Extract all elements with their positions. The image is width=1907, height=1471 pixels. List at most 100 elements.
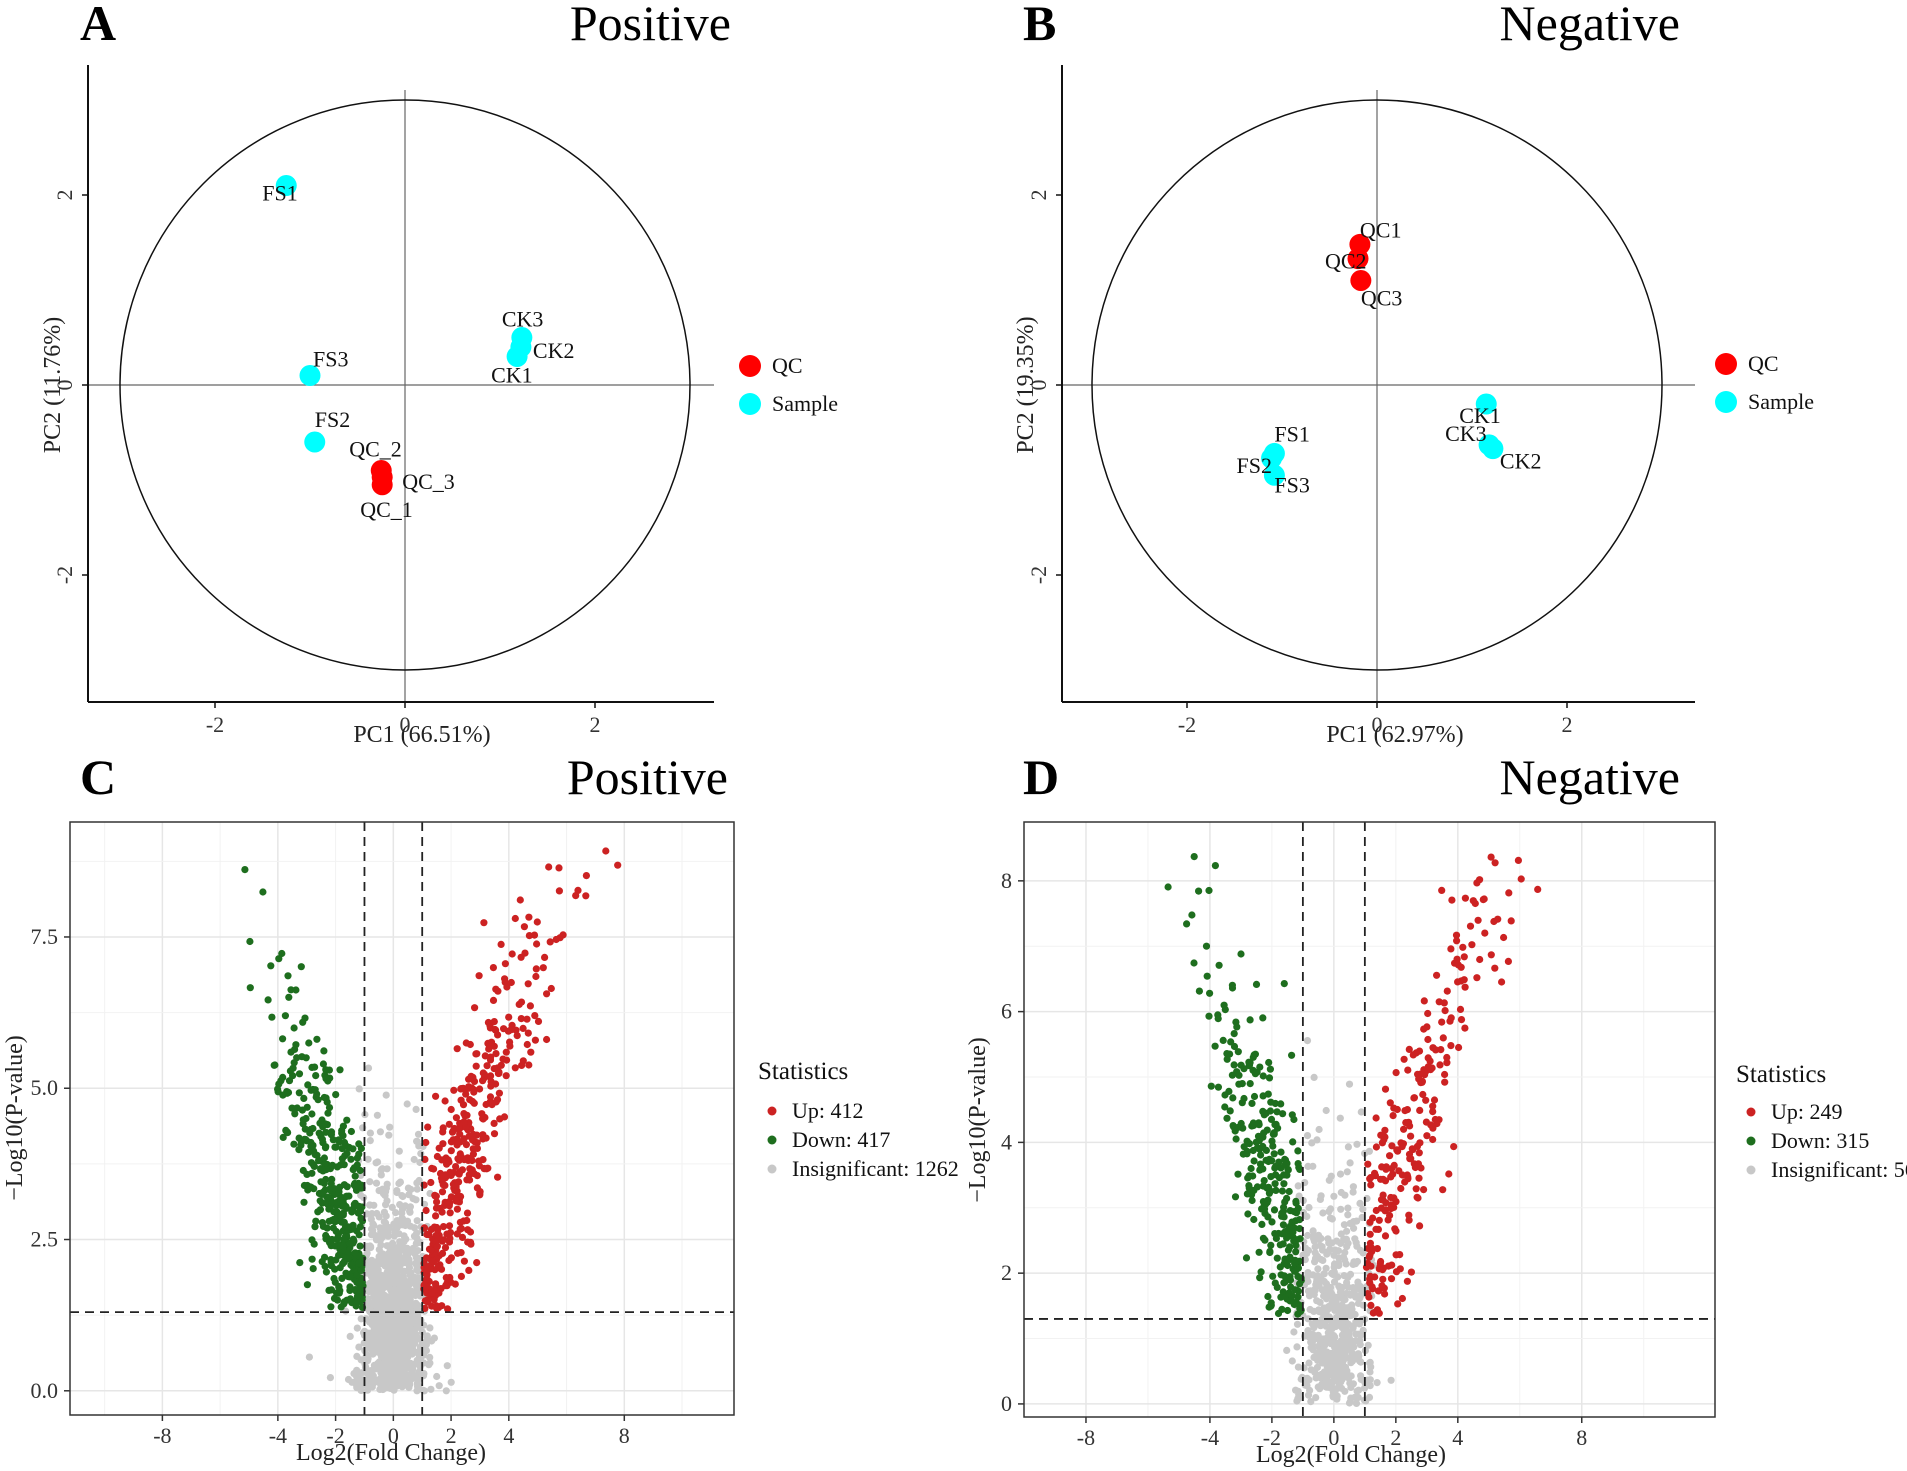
- point-up: [1476, 955, 1484, 964]
- point-up: [1364, 1160, 1372, 1168]
- legend-swatch-qc: [739, 355, 761, 377]
- pca-point-label: QC2: [1325, 249, 1367, 274]
- x-tick-label: -8: [153, 1423, 171, 1448]
- point-up: [428, 1164, 436, 1172]
- point-down: [1294, 1272, 1302, 1281]
- point-insignificant: [374, 1304, 382, 1312]
- point-up: [423, 1230, 431, 1239]
- point-insignificant: [1309, 1162, 1317, 1170]
- point-up: [1455, 1043, 1463, 1052]
- point-down: [259, 888, 267, 896]
- point-up: [582, 892, 590, 900]
- point-up: [524, 1029, 532, 1037]
- point-down: [1270, 1129, 1278, 1137]
- legend-label-sample: Sample: [772, 391, 838, 416]
- point-insignificant: [1330, 1260, 1339, 1268]
- point-down: [1250, 1092, 1259, 1101]
- point-insignificant: [410, 1155, 418, 1164]
- point-up: [1481, 929, 1489, 937]
- point-up: [1429, 1108, 1437, 1116]
- point-up: [1476, 876, 1484, 884]
- point-up: [541, 953, 549, 962]
- point-up: [432, 1092, 440, 1100]
- point-down: [1221, 1103, 1229, 1111]
- point-down: [1259, 1014, 1267, 1022]
- point-down: [340, 1235, 348, 1244]
- point-down: [1272, 1234, 1280, 1242]
- y-tick-label: 5.0: [31, 1075, 59, 1100]
- point-down: [305, 1148, 313, 1156]
- point-up: [1491, 964, 1499, 972]
- point-insignificant: [346, 1332, 354, 1340]
- point-up: [422, 1254, 430, 1262]
- point-insignificant: [383, 1165, 391, 1173]
- point-up: [473, 1259, 481, 1267]
- point-up: [1372, 1206, 1380, 1215]
- point-up: [433, 1198, 441, 1206]
- point-down: [1284, 1306, 1292, 1315]
- point-down: [356, 1242, 364, 1250]
- panel-title: Negative: [1500, 0, 1680, 51]
- point-down: [339, 1242, 347, 1250]
- point-up: [502, 1072, 510, 1080]
- point-down: [1285, 1289, 1293, 1297]
- point-down: [1219, 1036, 1227, 1044]
- point-down: [309, 1265, 317, 1273]
- point-insignificant: [1349, 1324, 1357, 1332]
- point-up: [442, 1282, 450, 1290]
- point-insignificant: [1347, 1354, 1355, 1362]
- point-insignificant: [1316, 1298, 1324, 1306]
- point-down: [343, 1183, 351, 1191]
- point-up: [1416, 1222, 1424, 1230]
- point-up: [453, 1205, 461, 1213]
- point-up: [1457, 1016, 1466, 1024]
- x-axis-label: Log2(Fold Change): [1256, 1442, 1446, 1468]
- point-down: [322, 1166, 330, 1174]
- point-insignificant: [382, 1201, 390, 1209]
- point-up: [462, 1141, 470, 1149]
- point-down: [292, 986, 300, 994]
- point-down: [1211, 1042, 1219, 1050]
- point-down: [1271, 1164, 1279, 1172]
- point-up: [444, 1156, 452, 1164]
- point-down: [1278, 1187, 1286, 1195]
- point-down: [311, 1223, 319, 1231]
- point-down: [346, 1273, 354, 1281]
- point-down: [1266, 1107, 1274, 1115]
- plot-frame: [69, 821, 735, 1416]
- point-down: [1283, 1159, 1291, 1167]
- point-insignificant: [1351, 1235, 1359, 1243]
- point-down: [296, 1259, 304, 1267]
- pca-point-label: CK3: [1445, 421, 1487, 446]
- point-insignificant: [1344, 1371, 1352, 1379]
- point-down: [1230, 1061, 1238, 1069]
- point-down: [335, 1138, 344, 1146]
- point-up: [1386, 1152, 1394, 1160]
- point-down: [1271, 1180, 1279, 1188]
- point-down: [1268, 1137, 1276, 1145]
- y-tick-label: 0.0: [31, 1378, 59, 1403]
- point-up: [1414, 1194, 1422, 1202]
- point-up: [1473, 974, 1481, 982]
- volcano-panel-C: C Positive -8 -4 -2 0 2 4 8 0.0 2.5 5.0 7.5 Log2(Fold…: [2, 749, 959, 1466]
- point-down: [1293, 1236, 1301, 1244]
- pca-point-label: QC_2: [349, 437, 402, 462]
- point-down: [357, 1144, 365, 1152]
- point-up: [1452, 958, 1461, 966]
- point-down: [1285, 1187, 1293, 1196]
- point-up: [444, 1305, 452, 1313]
- point-down: [1283, 1234, 1291, 1242]
- point-down: [307, 1183, 315, 1191]
- point-insignificant: [360, 1339, 368, 1347]
- point-insignificant: [374, 1278, 382, 1286]
- point-up: [1453, 937, 1461, 945]
- point-insignificant: [369, 1342, 377, 1350]
- point-down: [1238, 1099, 1246, 1107]
- point-down: [1231, 1193, 1240, 1201]
- point-insignificant: [1329, 1385, 1337, 1393]
- point-insignificant: [381, 1191, 389, 1200]
- legend-label-qc: QC: [772, 353, 803, 378]
- point-insignificant: [1359, 1249, 1367, 1257]
- point-down: [304, 1081, 312, 1089]
- point-up: [473, 1144, 481, 1152]
